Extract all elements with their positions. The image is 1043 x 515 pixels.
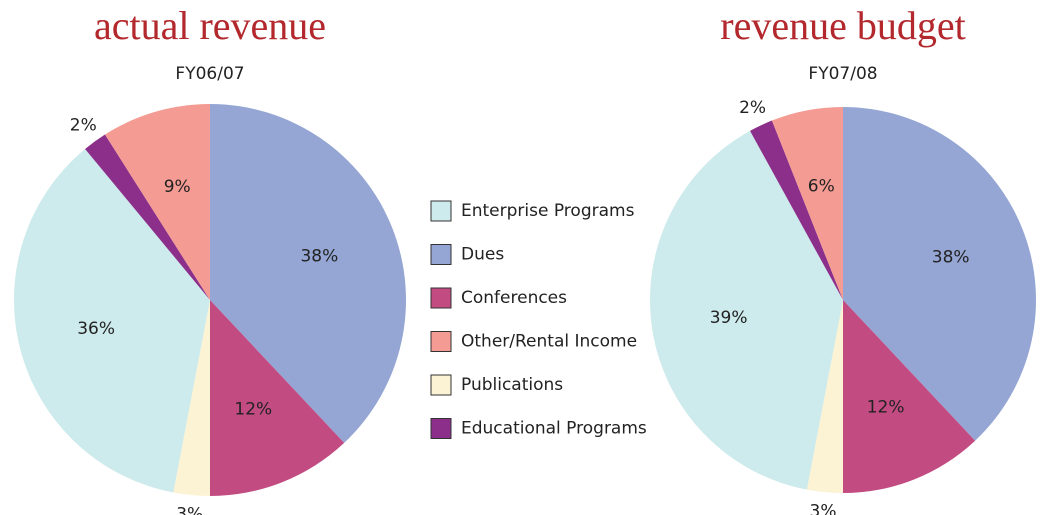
pie-slice xyxy=(210,300,345,496)
slice-label: 9% xyxy=(164,177,191,197)
legend-swatch xyxy=(430,287,452,309)
slice-label: 3% xyxy=(810,501,837,515)
chart-title: actual revenue xyxy=(94,3,326,48)
legend-label: Conferences xyxy=(461,288,567,308)
slice-label: 2% xyxy=(70,116,97,136)
slice-label: 12% xyxy=(867,398,905,418)
slice-label: 38% xyxy=(300,247,338,267)
slice-label: 38% xyxy=(932,247,970,267)
pie-slice xyxy=(650,130,843,490)
pie-slice xyxy=(104,104,210,300)
chart-subtitle: FY06/07 xyxy=(175,64,244,84)
chart-title: revenue budget xyxy=(720,3,965,48)
legend-swatch xyxy=(430,418,452,439)
slice-label: 6% xyxy=(808,176,835,196)
slice-label: 36% xyxy=(77,319,115,339)
legend-swatch xyxy=(430,331,452,352)
pie-slice xyxy=(13,148,210,493)
legend-label: Educational Programs xyxy=(461,419,647,439)
legend-label: Dues xyxy=(461,245,504,265)
slice-label: 2% xyxy=(739,98,766,118)
legend-swatch xyxy=(430,200,452,222)
pie-slice xyxy=(210,104,406,443)
pie-slice xyxy=(85,134,210,300)
legend-label: Publications xyxy=(461,375,563,395)
pie-slice xyxy=(843,300,976,493)
pie-slice xyxy=(806,300,843,493)
legend-label: Other/Rental Income xyxy=(461,332,637,352)
pie-slice xyxy=(843,107,1036,441)
slice-label: 12% xyxy=(234,399,272,419)
legend-label: Enterprise Programs xyxy=(461,201,635,221)
legend-swatch xyxy=(430,244,452,265)
legend-swatch xyxy=(430,374,452,396)
pie-slice xyxy=(750,120,843,301)
chart-subtitle: FY07/08 xyxy=(808,64,877,84)
slice-label: 3% xyxy=(176,505,203,515)
slice-label: 39% xyxy=(710,308,748,328)
pie-slice xyxy=(771,107,843,300)
pie-slice xyxy=(173,300,210,496)
